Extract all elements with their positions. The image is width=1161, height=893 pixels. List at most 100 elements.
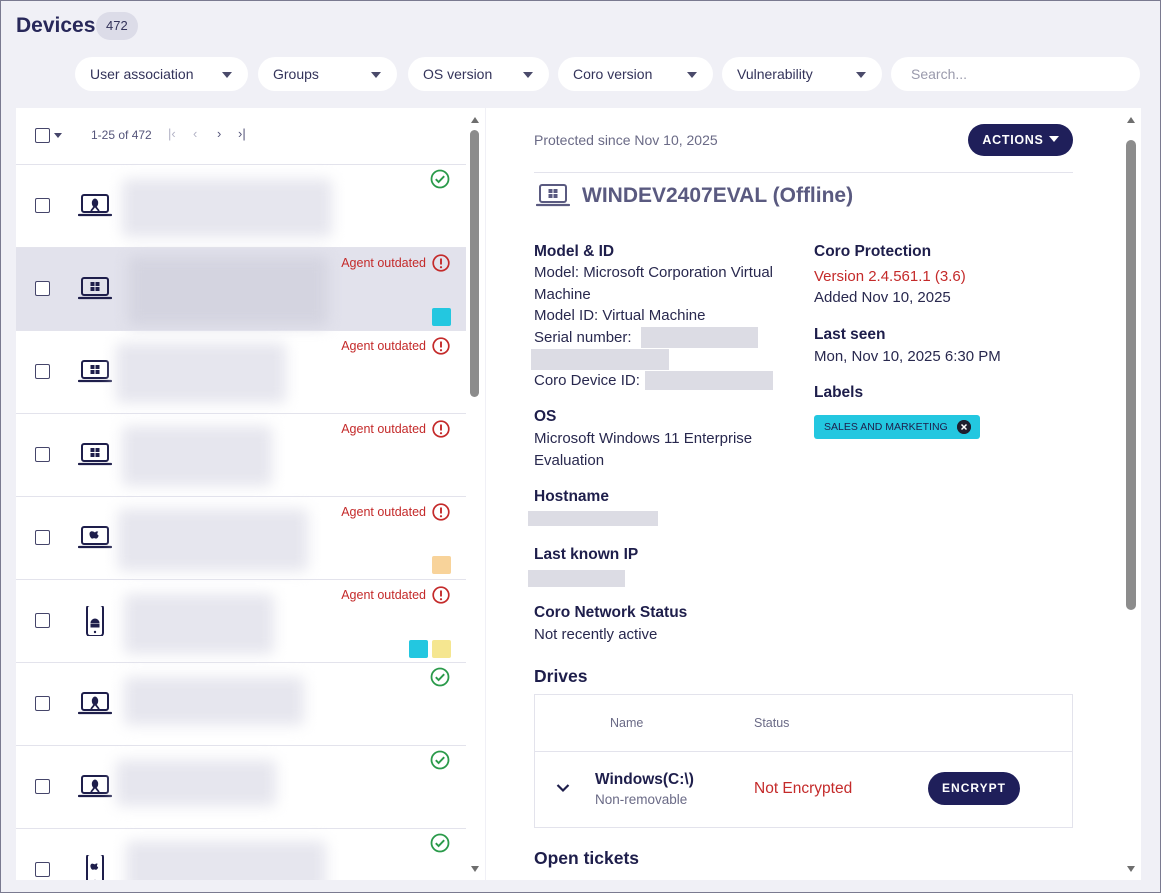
row-checkbox[interactable] xyxy=(35,447,50,462)
device-row[interactable] xyxy=(16,745,466,828)
label-color-chip xyxy=(409,640,428,658)
first-page-icon[interactable]: |‹ xyxy=(168,126,176,141)
device-row[interactable] xyxy=(16,662,466,745)
check-circle-icon xyxy=(430,750,450,770)
scroll-up-icon[interactable] xyxy=(1127,117,1135,123)
select-menu-caret-icon[interactable] xyxy=(54,133,62,138)
device-list-panel: 1-25 of 472 |‹ ‹ › ›| xyxy=(16,108,485,880)
redacted-value xyxy=(528,570,625,587)
remove-label-icon[interactable] xyxy=(956,420,971,434)
blurred-device-info xyxy=(116,343,286,403)
alert-circle-icon xyxy=(432,254,450,272)
actions-label: ACTIONS xyxy=(982,133,1044,147)
network-status-heading: Coro Network Status xyxy=(534,604,688,621)
search-input[interactable] xyxy=(891,57,1140,91)
label-tag-text: SALES AND MARKETING xyxy=(824,421,948,433)
search-box[interactable] xyxy=(891,57,1140,91)
filter-label: Coro version xyxy=(573,66,653,82)
filter-label: Groups xyxy=(273,66,319,82)
device-row[interactable]: Agent outdated xyxy=(16,247,466,330)
device-row[interactable]: Agent outdated xyxy=(16,330,466,413)
row-checkbox[interactable] xyxy=(35,281,50,296)
divider xyxy=(535,751,1072,752)
windows-laptop-icon xyxy=(78,360,112,383)
row-checkbox[interactable] xyxy=(35,862,50,877)
hostname-heading: Hostname xyxy=(534,488,609,505)
drive-status: Not Encrypted xyxy=(754,780,853,797)
chevron-down-icon[interactable] xyxy=(556,783,570,793)
check-circle-icon xyxy=(430,833,450,853)
filter-label: Vulnerability xyxy=(737,66,813,82)
blurred-device-info xyxy=(128,256,328,326)
page-title: Devices xyxy=(16,14,96,37)
prev-page-icon[interactable]: ‹ xyxy=(193,126,198,141)
drives-heading: Drives xyxy=(534,666,588,686)
check-circle-icon xyxy=(430,667,450,687)
model-line: Machine xyxy=(534,286,591,303)
scroll-down-icon[interactable] xyxy=(1127,866,1135,872)
device-title: WINDEV2407EVAL (Offline) xyxy=(582,184,854,207)
filter-groups[interactable]: Groups xyxy=(258,57,397,91)
column-header-name: Name xyxy=(610,716,644,730)
linux-laptop-icon xyxy=(78,194,112,217)
os-heading: OS xyxy=(534,408,557,425)
row-checkbox[interactable] xyxy=(35,364,50,379)
device-row[interactable]: Agent outdated xyxy=(16,413,466,496)
scroll-up-icon[interactable] xyxy=(471,117,479,123)
filter-coro-version[interactable]: Coro version xyxy=(558,57,713,91)
detail-scrollbar-thumb[interactable] xyxy=(1126,140,1136,610)
last-page-icon[interactable]: ›| xyxy=(238,126,246,141)
coro-protection-heading: Coro Protection xyxy=(814,243,932,260)
encrypt-button[interactable]: ENCRYPT xyxy=(928,772,1020,805)
device-detail-panel: Protected since Nov 10, 2025 ACTIONS WIN… xyxy=(486,108,1141,880)
blurred-device-info xyxy=(122,426,272,486)
pagination-range: 1-25 of 472 xyxy=(91,128,152,142)
filter-vulnerability[interactable]: Vulnerability xyxy=(722,57,882,91)
linux-laptop-icon xyxy=(78,775,112,798)
network-status-text: Not recently active xyxy=(534,626,658,643)
protected-since-text: Protected since Nov 10, 2025 xyxy=(534,132,718,148)
device-row[interactable] xyxy=(16,164,466,247)
labels-heading: Labels xyxy=(814,384,864,401)
os-line: Microsoft Windows 11 Enterprise xyxy=(534,430,753,447)
caret-down-icon xyxy=(1048,136,1059,142)
os-line: Evaluation xyxy=(534,452,605,469)
list-scrollbar-thumb[interactable] xyxy=(470,130,479,397)
filter-label: User association xyxy=(90,66,194,82)
select-all-checkbox[interactable] xyxy=(35,128,50,143)
filter-os-version[interactable]: OS version xyxy=(408,57,549,91)
redacted-value xyxy=(645,371,773,390)
blurred-device-info xyxy=(118,509,308,571)
row-checkbox[interactable] xyxy=(35,696,50,711)
row-checkbox[interactable] xyxy=(35,613,50,628)
redacted-value xyxy=(641,327,758,348)
device-row[interactable]: Agent outdated xyxy=(16,579,466,662)
row-checkbox[interactable] xyxy=(35,198,50,213)
label-color-chip xyxy=(432,308,451,326)
alert-circle-icon xyxy=(432,503,450,521)
caret-down-icon xyxy=(687,72,697,78)
row-checkbox[interactable] xyxy=(35,779,50,794)
model-id-text: Model ID: Virtual Machine xyxy=(534,307,706,324)
protection-version: Version 2.4.561.1 (3.6) xyxy=(814,268,966,285)
model-line: Model: Microsoft Corporation Virtual xyxy=(534,264,773,281)
filter-user-association[interactable]: User association xyxy=(75,57,248,91)
device-row[interactable] xyxy=(16,828,466,880)
scroll-down-icon[interactable] xyxy=(471,866,479,872)
row-checkbox[interactable] xyxy=(35,530,50,545)
blurred-device-info xyxy=(126,841,326,880)
next-page-icon[interactable]: › xyxy=(217,126,222,141)
windows-laptop-icon xyxy=(536,184,570,207)
actions-button[interactable]: ACTIONS xyxy=(968,124,1073,156)
redacted-value xyxy=(528,511,658,526)
device-count-badge: 472 xyxy=(96,12,138,40)
redacted-value xyxy=(531,349,669,370)
last-seen-heading: Last seen xyxy=(814,326,886,343)
caret-down-icon xyxy=(371,72,381,78)
device-row[interactable]: Agent outdated xyxy=(16,496,466,579)
agent-outdated-text: Agent outdated xyxy=(341,256,426,270)
blurred-device-info xyxy=(124,594,274,654)
protection-added: Added Nov 10, 2025 xyxy=(814,289,951,306)
label-color-chip xyxy=(432,640,451,658)
drive-type: Non-removable xyxy=(595,792,688,807)
